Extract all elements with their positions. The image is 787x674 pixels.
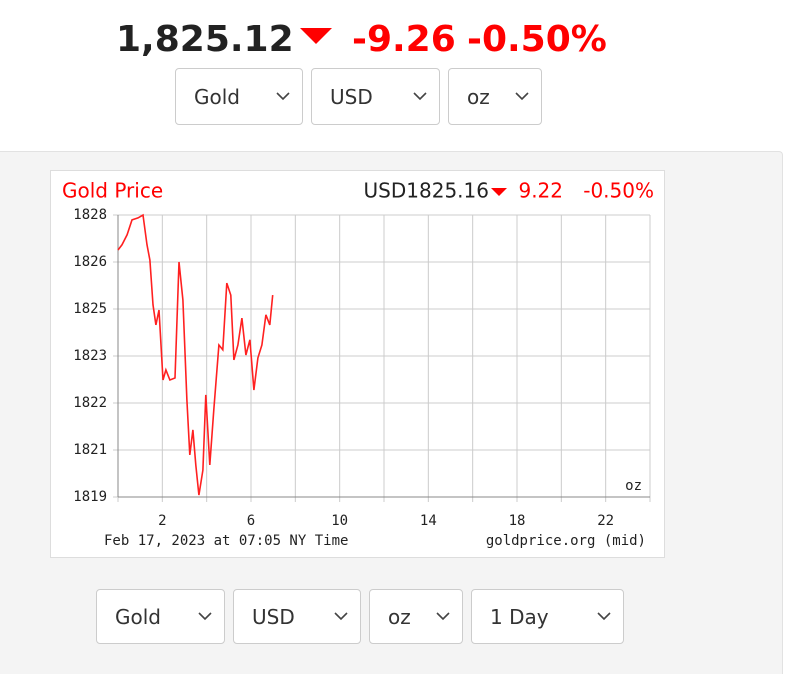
- dropdown-label: oz: [388, 604, 411, 629]
- dropdown[interactable]: Gold: [175, 68, 303, 125]
- chevron: [276, 91, 290, 100]
- change-pct: -0.50%: [467, 19, 607, 60]
- dropdown[interactable]: oz: [448, 68, 542, 125]
- footer-time: Feb 17, 2023 at 07:05 NY Time: [104, 533, 348, 549]
- price: 1,825.12: [116, 19, 294, 60]
- dropdown[interactable]: USD: [311, 68, 440, 125]
- price-line: [117, 213, 274, 496]
- chart-frame: [50, 170, 665, 558]
- y-tick-label: 1825: [73, 301, 107, 317]
- chevron: [413, 91, 427, 100]
- x-tick-label: 18: [509, 513, 526, 529]
- chevron: [597, 611, 611, 620]
- dropdown[interactable]: Gold: [96, 589, 225, 644]
- chevron: [515, 91, 529, 100]
- dropdown[interactable]: 1 Day: [471, 589, 624, 644]
- y-tick-label: 1823: [73, 348, 107, 364]
- y-tick-label: 1826: [73, 254, 107, 270]
- chart-down-arrow: [491, 188, 507, 196]
- chart: Gold Price USD1825.16 9.22 -0.50% oz Feb…: [50, 170, 665, 558]
- x-tick-label: 2: [158, 513, 166, 529]
- chevron: [334, 611, 348, 620]
- dropdown-label: Gold: [115, 604, 161, 629]
- dropdown[interactable]: USD: [233, 589, 361, 644]
- x-tick-label: 14: [420, 513, 437, 529]
- dropdown-label: oz: [467, 84, 490, 109]
- chart-change: 9.22: [518, 179, 563, 203]
- chevron: [198, 611, 212, 620]
- dropdown-label: 1 Day: [490, 604, 549, 629]
- chart-price: USD1825.16: [364, 179, 489, 203]
- y-tick-label: 1822: [73, 395, 107, 411]
- unit-label: oz: [625, 478, 642, 494]
- dropdown-label: Gold: [194, 84, 240, 109]
- x-tick-label: 10: [331, 513, 348, 529]
- y-tick-label: 1819: [73, 489, 107, 505]
- footer-source: goldprice.org (mid): [486, 533, 646, 549]
- dropdown-label: USD: [252, 604, 295, 629]
- chart-title: Gold Price: [62, 179, 163, 203]
- dropdown[interactable]: oz: [369, 589, 463, 644]
- y-tick-label: 1828: [73, 207, 107, 223]
- chevron: [436, 611, 450, 620]
- down-arrow: [300, 28, 332, 44]
- change: -9.26: [352, 19, 456, 60]
- dropdown-label: USD: [330, 84, 373, 109]
- y-tick-label: 1821: [73, 442, 107, 458]
- x-tick-label: 22: [597, 513, 614, 529]
- chart-change-pct: -0.50%: [583, 179, 654, 203]
- x-tick-label: 6: [247, 513, 255, 529]
